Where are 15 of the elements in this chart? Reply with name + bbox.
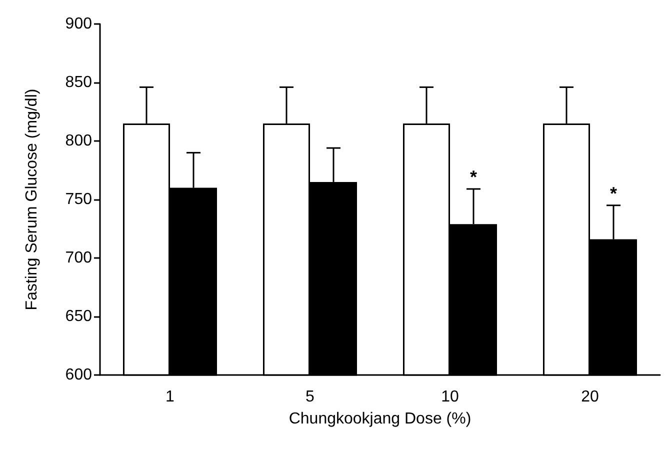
y-axis-title: Fasting Serum Glucose (mg/dl)	[24, 88, 40, 310]
x-tick-label: 10	[441, 388, 459, 406]
annotation: *	[610, 183, 618, 204]
y-tick-label: 800	[65, 132, 92, 150]
x-tick-label: 1	[166, 388, 175, 406]
y-tick-label: 600	[65, 366, 92, 384]
x-axis-title: Chungkookjang Dose (%)	[288, 410, 472, 428]
x-tick-label: 5	[306, 388, 315, 406]
y-tick-label: 700	[65, 250, 92, 266]
y-tick-label: 900	[65, 16, 92, 32]
y-tick-label: 750	[65, 191, 92, 208]
x-tick-label: 20	[581, 388, 599, 406]
y-tick-label: 850	[65, 74, 92, 91]
annotation: *	[470, 166, 478, 187]
y-tick-label: 650	[65, 308, 92, 325]
